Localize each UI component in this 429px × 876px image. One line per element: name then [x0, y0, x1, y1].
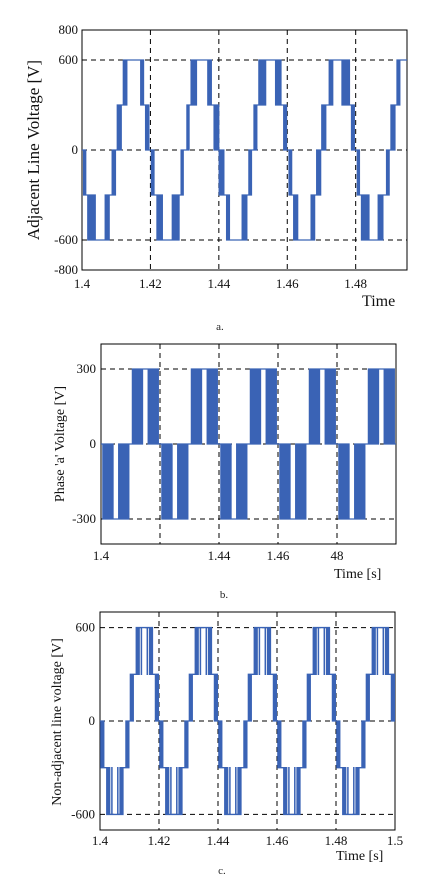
y-tick-label: 0 — [72, 142, 79, 157]
x-axis-label-a: Time — [362, 293, 395, 310]
yticks-c: 600 0 -600 — [71, 620, 95, 822]
x-tick-label: 1.4 — [74, 276, 91, 291]
panel-a: 1.4 1.42 1.44 1.46 1.48 800 600 0 -600 -800 Adja… — [24, 22, 408, 333]
y-tick-label: -300 — [72, 511, 96, 526]
y-tick-label: -600 — [54, 232, 78, 247]
x-tick-label: 1.48 — [325, 833, 348, 848]
series-line — [82, 59, 407, 241]
y-tick-label: -600 — [71, 806, 95, 821]
x-tick-label: 1.46 — [267, 548, 290, 563]
y-tick-label: 300 — [77, 361, 97, 376]
x-tick-label: 1.46 — [266, 833, 289, 848]
x-tick-label: 1.48 — [344, 276, 367, 291]
y-tick-label: 800 — [59, 22, 79, 37]
series-line — [101, 368, 396, 520]
panel-c: 1.4 1.42 1.44 1.46 1.48 1.5 600 0 -600 Non-adja… — [50, 611, 403, 876]
y-axis-label-c: Non-adjacent line voltage [V] — [50, 638, 65, 806]
x-tick-label: 1.46 — [276, 276, 299, 291]
x-tick-label: 1.44 — [207, 276, 230, 291]
xticks-a: 1.4 1.42 1.44 1.46 1.48 — [74, 276, 367, 291]
y-tick-label: 0 — [90, 436, 97, 451]
x-axis-label-c: Time [s] — [336, 849, 383, 864]
x-tick-label: 1.44 — [208, 548, 231, 563]
yticks-b: 300 0 -300 — [72, 361, 96, 526]
x-tick-label: 1.4 — [92, 833, 109, 848]
y-axis-label-b: Phase 'a' Voltage [V] — [53, 386, 68, 502]
x-tick-label: 1.42 — [148, 833, 171, 848]
waveform-a — [82, 59, 407, 241]
waveform-b — [101, 368, 396, 520]
x-tick-label: 1.42 — [139, 276, 162, 291]
xticks-b: 1.4 1.44 1.46 48 — [93, 548, 344, 563]
x-tick-label: 1.5 — [387, 833, 403, 848]
caption-a: a. — [216, 321, 224, 333]
series-line — [100, 626, 396, 816]
xticks-c: 1.4 1.42 1.44 1.46 1.48 1.5 — [92, 833, 403, 848]
waveform-c — [100, 626, 396, 816]
x-tick-label: 48 — [331, 548, 344, 563]
yticks-a: 800 600 0 -600 -800 — [54, 22, 78, 277]
x-tick-label: 1.44 — [207, 833, 230, 848]
y-tick-label: 600 — [59, 52, 79, 67]
caption-c: c. — [218, 865, 226, 876]
y-tick-label: 600 — [76, 620, 96, 635]
panel-b: 1.4 1.44 1.46 48 300 0 -300 Phase 'a' Voltage… — [53, 343, 397, 601]
y-axis-label-a: Adjacent Line Voltage [V] — [24, 60, 43, 240]
caption-b: b. — [220, 589, 229, 601]
x-tick-label: 1.4 — [93, 548, 110, 563]
y-tick-label: 0 — [89, 713, 96, 728]
y-tick-label: -800 — [54, 262, 78, 277]
x-axis-label-b: Time [s] — [334, 567, 381, 582]
